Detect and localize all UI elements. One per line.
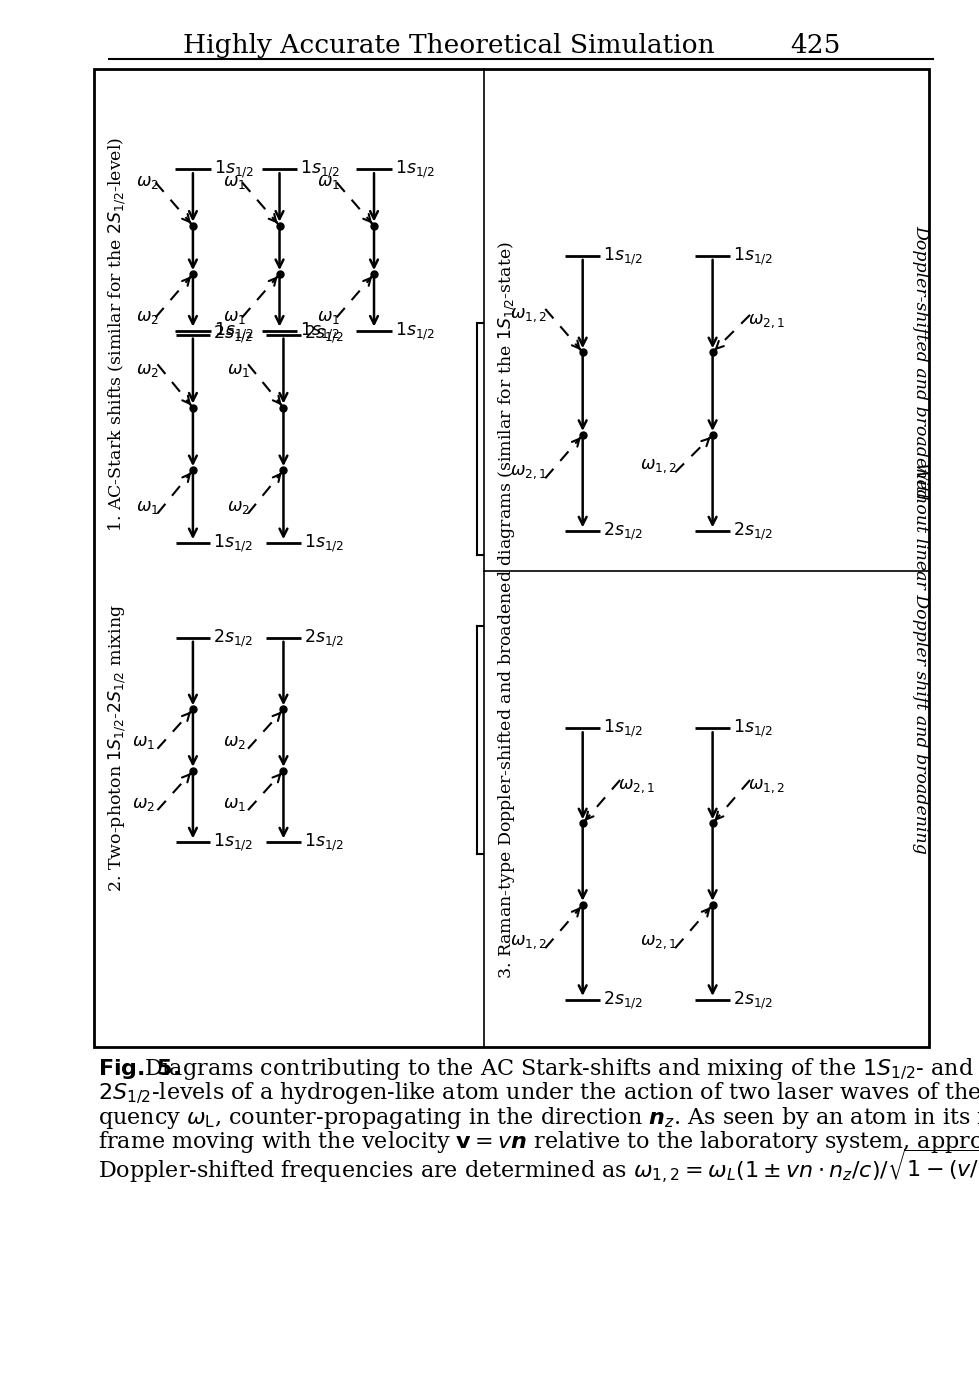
Text: $\omega_1$: $\omega_1$ <box>222 174 246 191</box>
Text: $\omega_2$: $\omega_2$ <box>227 499 250 516</box>
Text: Doppler-shifted and broadened: Doppler-shifted and broadened <box>911 225 928 500</box>
Text: $1s_{1/2}$: $1s_{1/2}$ <box>395 159 435 180</box>
Text: $1s_{1/2}$: $1s_{1/2}$ <box>603 718 642 739</box>
Text: $\omega_{2,1}$: $\omega_{2,1}$ <box>510 464 546 481</box>
Text: $1s_{1/2}$: $1s_{1/2}$ <box>395 320 435 341</box>
Text: Diagrams contributing to the AC Stark-shifts and mixing of the $1S_{1/2}$- and: Diagrams contributing to the AC Stark-sh… <box>144 1056 972 1081</box>
Text: Without linear Doppler shift and broadening: Without linear Doppler shift and broaden… <box>911 461 928 853</box>
Text: $\omega_2$: $\omega_2$ <box>136 174 160 191</box>
Text: $\omega_1$: $\omega_1$ <box>317 309 341 326</box>
Text: $2s_{1/2}$: $2s_{1/2}$ <box>303 323 344 345</box>
Text: $\omega_1$: $\omega_1$ <box>226 362 250 378</box>
Text: $\omega_{1,2}$: $\omega_{1,2}$ <box>639 457 676 475</box>
Text: $\mathbf{Fig.\ 5.}$: $\mathbf{Fig.\ 5.}$ <box>98 1056 181 1081</box>
Text: $\omega_2$: $\omega_2$ <box>132 795 156 813</box>
Text: $1s_{1/2}$: $1s_{1/2}$ <box>732 718 772 739</box>
Text: $1s_{1/2}$: $1s_{1/2}$ <box>301 159 340 180</box>
Text: $\omega_1$: $\omega_1$ <box>136 499 160 516</box>
Text: 3. Raman-type Doppler-shifted and broadened diagrams (similar for the $1S_{1/2}$: 3. Raman-type Doppler-shifted and broade… <box>495 242 517 979</box>
Text: $\omega_{1,2}$: $\omega_{1,2}$ <box>510 934 546 952</box>
Text: $\omega_{1,2}$: $\omega_{1,2}$ <box>747 778 784 794</box>
Text: $\omega_2$: $\omega_2$ <box>223 735 246 751</box>
Text: quency $\omega_{\mathrm{L}}$, counter-propagating in the direction $\boldsymbol{: quency $\omega_{\mathrm{L}}$, counter-pr… <box>98 1105 979 1131</box>
Text: $\omega_1$: $\omega_1$ <box>222 795 246 813</box>
Text: 2. Two-photon $1S_{1/2}$-$2S_{1/2}$ mixing: 2. Two-photon $1S_{1/2}$-$2S_{1/2}$ mixi… <box>107 603 128 892</box>
Text: $\omega_{2,1}$: $\omega_{2,1}$ <box>747 312 784 330</box>
Text: 1. AC-Stark shifts (similar for the $2S_{1/2}$-level): 1. AC-Stark shifts (similar for the $2S_… <box>107 137 128 532</box>
Text: $\omega_1$: $\omega_1$ <box>317 174 341 191</box>
Text: $2s_{1/2}$: $2s_{1/2}$ <box>303 627 344 649</box>
Text: $\omega_{1,2}$: $\omega_{1,2}$ <box>510 307 546 323</box>
Text: $1s_{1/2}$: $1s_{1/2}$ <box>303 533 344 554</box>
Text: $\omega_2$: $\omega_2$ <box>136 362 160 378</box>
Text: $2s_{1/2}$: $2s_{1/2}$ <box>213 627 254 649</box>
Text: $\omega_1$: $\omega_1$ <box>132 735 156 751</box>
Text: $2s_{1/2}$: $2s_{1/2}$ <box>732 521 772 543</box>
Text: $1s_{1/2}$: $1s_{1/2}$ <box>213 533 254 554</box>
Text: frame moving with the velocity $\mathbf{v} = v\boldsymbol{n}$ relative to the la: frame moving with the velocity $\mathbf{… <box>98 1130 979 1155</box>
Text: Highly Accurate Theoretical Simulation: Highly Accurate Theoretical Simulation <box>183 33 714 58</box>
Text: $\omega_{2,1}$: $\omega_{2,1}$ <box>618 778 655 794</box>
Text: $1s_{1/2}$: $1s_{1/2}$ <box>732 244 772 267</box>
Text: $2S_{1/2}$-levels of a hydrogen-like atom under the action of two laser waves of: $2S_{1/2}$-levels of a hydrogen-like ato… <box>98 1080 979 1106</box>
Text: $\omega_1$: $\omega_1$ <box>222 309 246 326</box>
Text: $\omega_2$: $\omega_2$ <box>136 309 160 326</box>
Text: $1s_{1/2}$: $1s_{1/2}$ <box>303 831 344 853</box>
Text: $2s_{1/2}$: $2s_{1/2}$ <box>732 989 772 1011</box>
Text: $2s_{1/2}$: $2s_{1/2}$ <box>213 323 254 345</box>
Text: $\omega_{2,1}$: $\omega_{2,1}$ <box>639 934 676 952</box>
Text: $1s_{1/2}$: $1s_{1/2}$ <box>603 244 642 267</box>
Bar <box>94 69 928 1047</box>
Text: $1s_{1/2}$: $1s_{1/2}$ <box>213 320 254 341</box>
Text: $1s_{1/2}$: $1s_{1/2}$ <box>301 320 340 341</box>
Text: $1s_{1/2}$: $1s_{1/2}$ <box>213 159 254 180</box>
Text: $2s_{1/2}$: $2s_{1/2}$ <box>603 521 642 543</box>
Text: $2s_{1/2}$: $2s_{1/2}$ <box>603 989 642 1011</box>
Text: $1s_{1/2}$: $1s_{1/2}$ <box>213 831 254 853</box>
Text: Doppler-shifted frequencies are determined as $\omega_{1,2} = \omega_L(1 \pm vn\: Doppler-shifted frequencies are determin… <box>98 1148 979 1186</box>
Text: 425: 425 <box>789 33 839 58</box>
